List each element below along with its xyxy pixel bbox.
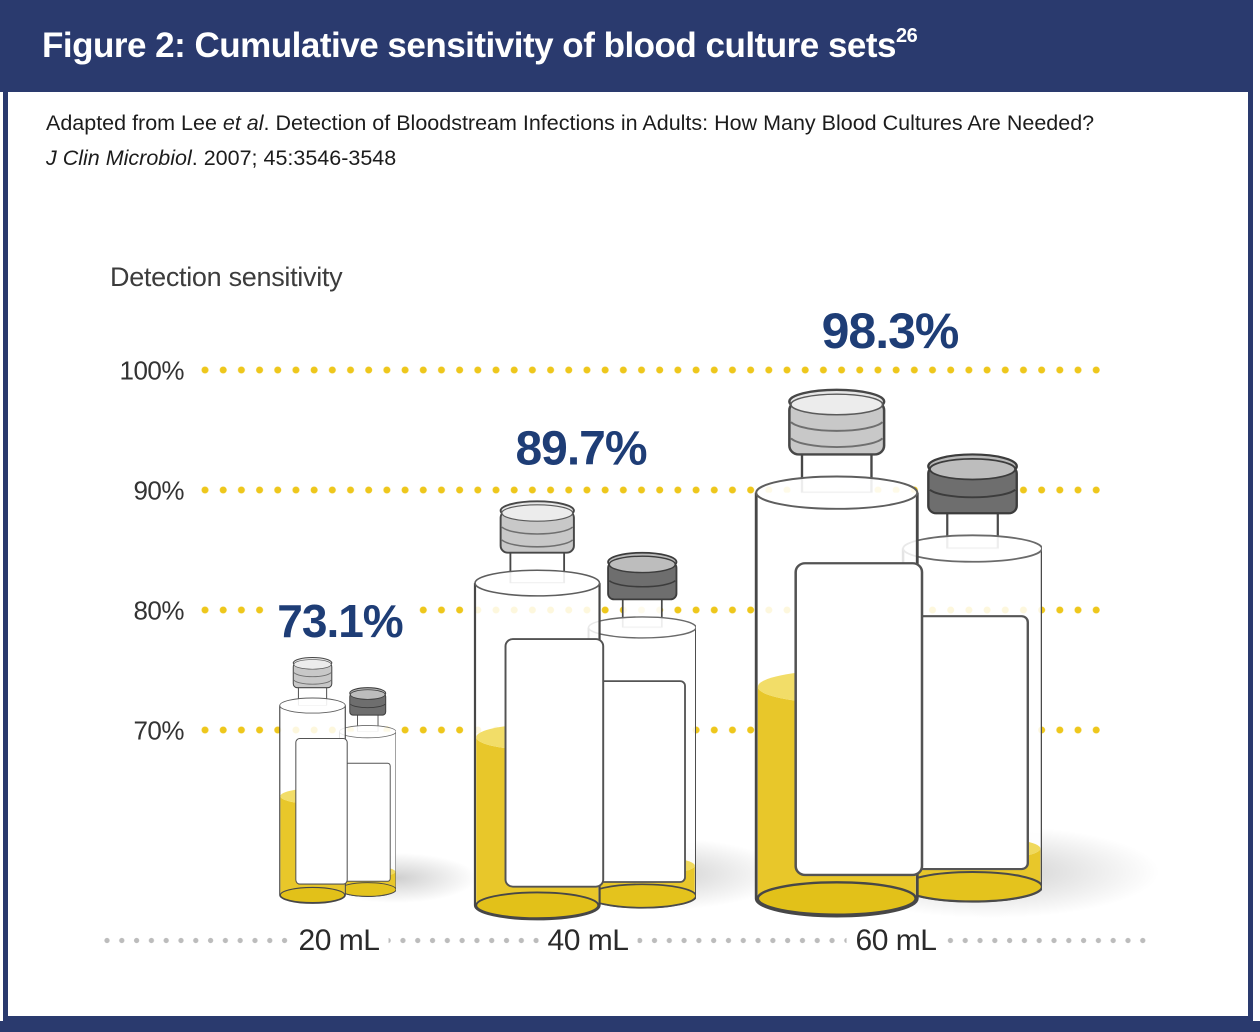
figure-reference-superscript: 26 [896, 25, 918, 48]
citation-line-1: Adapted from Lee et al. Detection of Blo… [46, 111, 1095, 135]
blood-culture-bottle-pair-icon-20ml [279, 656, 396, 904]
gridline-90 [196, 486, 1108, 494]
gridline-100 [196, 366, 1108, 374]
category-label-60ml: 60 mL [846, 924, 946, 958]
y-tick-90: 90% [133, 475, 184, 506]
figure-header-bar: Figure 2: Cumulative sensitivity of bloo… [0, 0, 1253, 92]
category-label-40ml: 40 mL [538, 924, 638, 958]
category-label-20ml: 20 mL [289, 924, 389, 958]
blood-culture-bottle-pair-icon-60ml [754, 388, 1042, 918]
value-label-40ml: 89.7% [507, 421, 655, 477]
figure-title-text: Figure 2: Cumulative sensitivity of bloo… [42, 26, 897, 65]
y-tick-100: 100% [119, 355, 185, 386]
y-tick-70: 70% [133, 715, 184, 746]
figure-title: Figure 2: Cumulative sensitivity of bloo… [0, 25, 918, 66]
chart-title: Detection sensitivity [110, 262, 343, 292]
citation-line-2: J Clin Microbiol. 2007; 45:3546-3548 [46, 146, 397, 170]
y-tick-80: 80% [133, 595, 184, 626]
blood-culture-bottle-pair-icon-40ml [473, 500, 696, 921]
bottom-border-strip [0, 1021, 1260, 1032]
value-label-20ml: 73.1% [269, 594, 411, 648]
citation: Adapted from Lee et al. Detection of Blo… [46, 106, 1094, 176]
value-label-60ml: 98.3% [813, 302, 967, 360]
